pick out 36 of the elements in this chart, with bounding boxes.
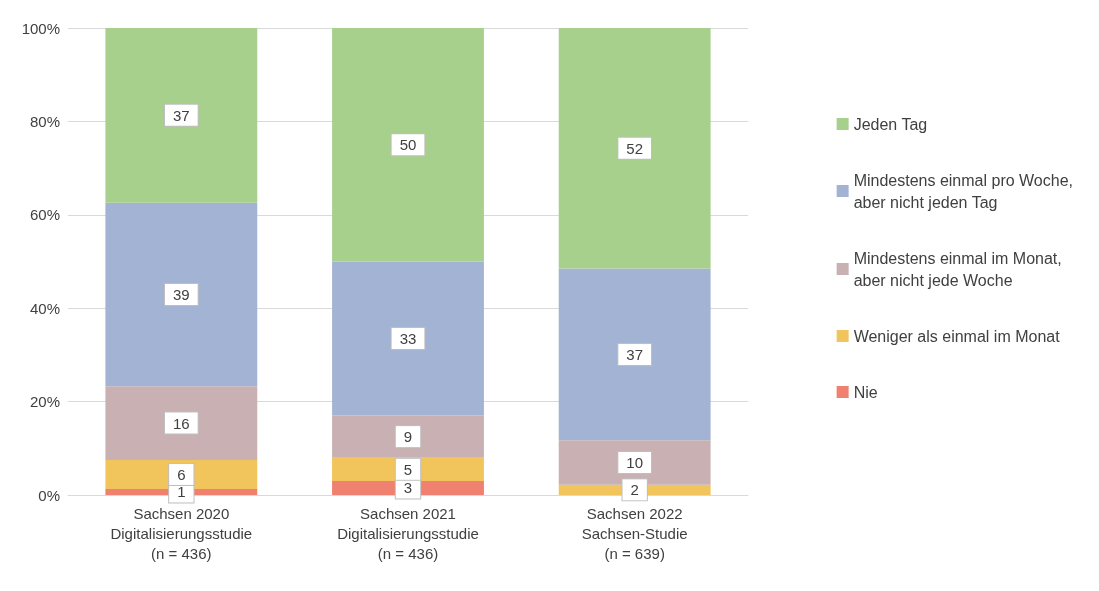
legend-label: Jeden Tag (853, 115, 928, 133)
data-label: 16 (172, 414, 190, 432)
bar (105, 202, 258, 387)
bar (332, 28, 484, 262)
bar (558, 268, 711, 441)
y-tick-label: 100% (21, 19, 60, 37)
bar (105, 386, 258, 460)
y-tick-label: 40% (29, 299, 60, 317)
data-label: 6 (177, 465, 186, 483)
bar (558, 28, 711, 269)
legend-label: Mindestens einmal pro Woche, aber nicht jeden Tag (853, 171, 1074, 211)
x-tick-label: Sachsen 2022 Sachsen-Studie (n = 639) (581, 504, 688, 562)
y-tick-label: 0% (38, 486, 60, 504)
y-tick-label: 60% (29, 206, 60, 224)
y-tick-label: 20% (29, 393, 60, 411)
data-label: 1 (177, 483, 186, 501)
data-label: 33 (399, 330, 417, 348)
data-label: 39 (172, 285, 190, 303)
legend-label: Mindestens einmal im Monat, aber nicht jede Woche (853, 249, 1062, 289)
data-label: 50 (399, 136, 417, 154)
data-label: 5 (403, 460, 413, 478)
legend-label: Nie (853, 383, 878, 401)
data-label: 37 (172, 106, 190, 124)
x-tick-label: Sachsen 2020 Digitalisierungsstudie (n = 436) (110, 504, 253, 562)
data-label: 2 (630, 481, 639, 499)
bar (332, 261, 484, 416)
bar (332, 415, 484, 458)
data-label: 9 (403, 428, 413, 446)
y-tick-label: 80% (29, 112, 60, 130)
data-label: 10 (626, 454, 644, 472)
legend-label: Weniger als einmal im Monat (853, 327, 1061, 345)
x-tick-label: Sachsen 2021 Digitalisierungsstudie (n = 436) (337, 504, 479, 562)
data-label: 3 (403, 479, 413, 497)
bar (105, 28, 258, 203)
data-label: 52 (626, 139, 644, 157)
data-label: 37 (626, 345, 644, 363)
